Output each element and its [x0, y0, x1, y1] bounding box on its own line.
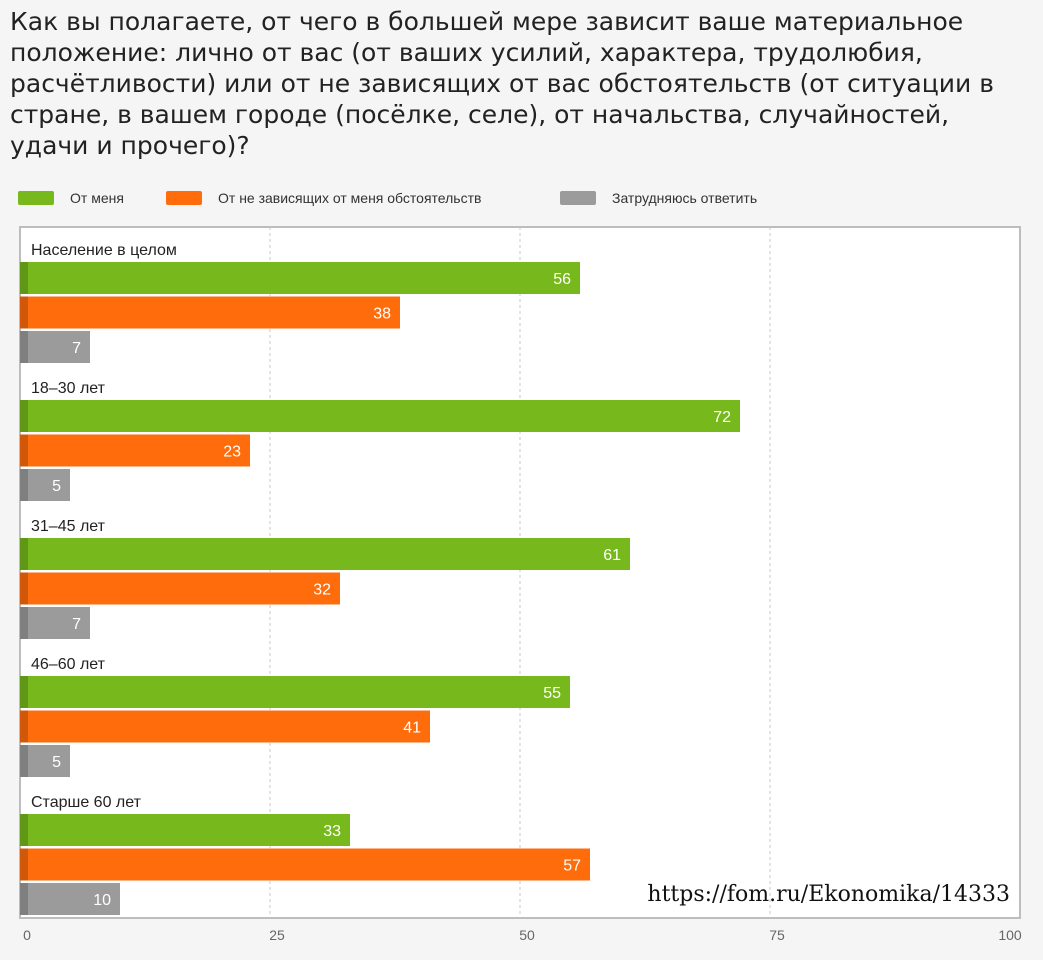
data-label: 10	[93, 892, 111, 909]
x-tick-label: 75	[769, 927, 785, 943]
bar-edge	[20, 676, 28, 708]
bar-edge	[20, 331, 28, 363]
bar-edge	[20, 710, 28, 743]
bar-edge	[20, 262, 28, 294]
data-label: 56	[553, 271, 571, 288]
data-label: 5	[52, 754, 61, 771]
data-label: 32	[313, 582, 331, 599]
data-label: 72	[713, 409, 731, 426]
bar-edge	[20, 607, 28, 639]
bar	[20, 883, 120, 915]
category-label: Население в целом	[31, 242, 177, 259]
category-label: 18–30 лет	[31, 380, 106, 397]
category-label: 31–45 лет	[31, 518, 106, 535]
x-tick-label: 25	[269, 927, 285, 943]
bar-edge	[20, 538, 28, 570]
legend-swatch	[166, 191, 202, 205]
bar	[20, 607, 90, 639]
bar-edge	[20, 400, 28, 432]
bar-edge	[20, 745, 28, 777]
bar-edge	[20, 883, 28, 915]
bar	[20, 745, 70, 777]
data-label: 23	[223, 444, 241, 461]
bar	[20, 676, 570, 708]
data-label: 7	[72, 340, 81, 357]
bar	[20, 296, 400, 329]
bar	[20, 434, 250, 467]
legend-label: От не зависящих от меня обстоятельств	[218, 190, 482, 206]
category-label: 46–60 лет	[31, 656, 106, 673]
data-label: 33	[323, 823, 341, 840]
bar	[20, 814, 350, 846]
legend-swatch	[18, 191, 54, 205]
data-label: 7	[72, 616, 81, 633]
legend-swatch	[560, 191, 596, 205]
bar-edge	[20, 814, 28, 846]
bar-edge	[20, 434, 28, 467]
bar	[20, 538, 630, 570]
legend-label: От меня	[70, 190, 124, 206]
legend-item-from-me: От меня	[18, 190, 124, 206]
bar	[20, 469, 70, 501]
chart-title: Как вы полагаете, от чего в большей мере…	[10, 7, 994, 160]
bar-edge	[20, 296, 28, 329]
data-label: 5	[52, 478, 61, 495]
data-label: 61	[603, 547, 621, 564]
bar-edge	[20, 848, 28, 881]
bar	[20, 331, 90, 363]
source-note: https://fom.ru/Ekonomika/14333	[647, 882, 1010, 907]
x-tick-label: 0	[23, 927, 31, 943]
legend-item-circumstances: От не зависящих от меня обстоятельств	[166, 190, 481, 206]
legend-item-hard-to-say: Затрудняюсь ответить	[560, 190, 757, 206]
data-label: 57	[563, 858, 581, 875]
x-tick-label: 100	[998, 927, 1022, 943]
bar	[20, 262, 580, 294]
legend-label: Затрудняюсь ответить	[612, 190, 758, 206]
bar	[20, 572, 340, 605]
bar-edge	[20, 469, 28, 501]
bar	[20, 710, 430, 743]
data-label: 55	[543, 685, 561, 702]
category-label: Старше 60 лет	[31, 794, 142, 811]
data-label: 38	[373, 306, 391, 323]
bar	[20, 400, 740, 432]
bar-edge	[20, 572, 28, 605]
x-tick-label: 50	[519, 927, 535, 943]
data-label: 41	[403, 720, 421, 737]
bar	[20, 848, 590, 881]
